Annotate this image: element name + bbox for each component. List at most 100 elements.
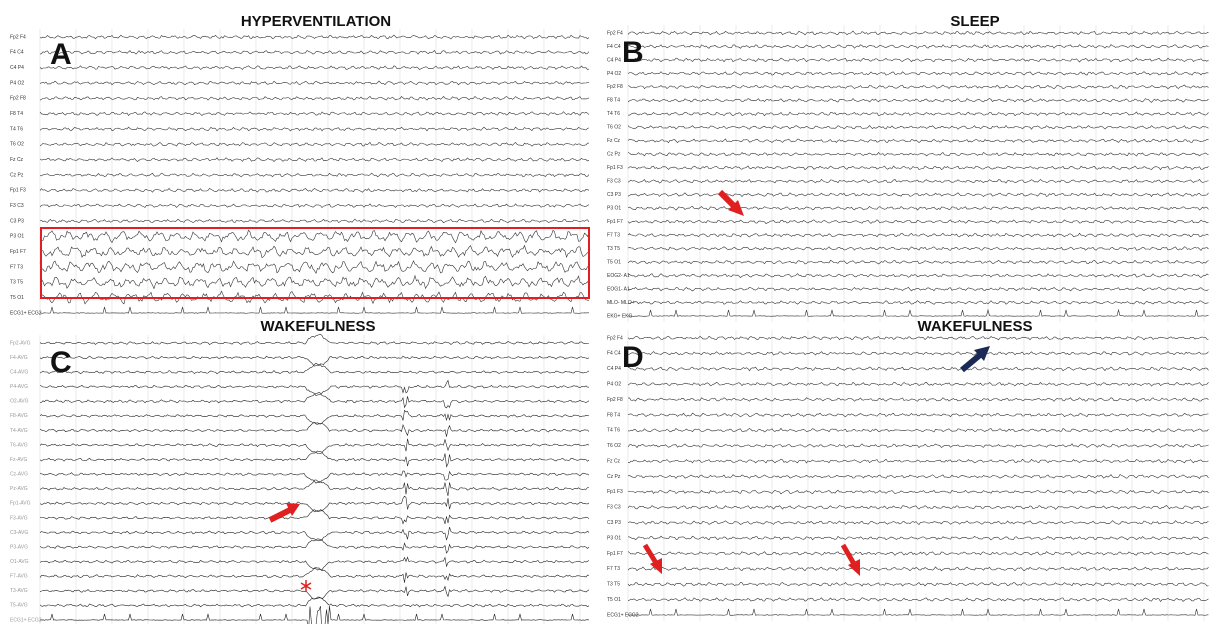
channel-label: F4 C4 bbox=[607, 351, 621, 357]
eeg-trace bbox=[627, 178, 1209, 184]
eeg-trace bbox=[39, 141, 590, 147]
channel-label: T3 T5 bbox=[10, 280, 23, 286]
channel-label: F8 T4 bbox=[607, 98, 620, 104]
eeg-trace bbox=[39, 157, 590, 163]
channel-label: O2-AVG bbox=[10, 399, 29, 405]
eeg-trace bbox=[39, 306, 589, 314]
channel-label: C3 P3 bbox=[607, 520, 621, 526]
channel-label: F8-AVG bbox=[10, 413, 28, 419]
channel-label: F7 T3 bbox=[607, 566, 620, 572]
channel-label: EOG2- A1 bbox=[607, 273, 630, 279]
eeg-trace bbox=[627, 351, 1209, 356]
channel-label: Fz-AVG bbox=[10, 457, 28, 463]
channel-label: T4 T6 bbox=[607, 111, 620, 117]
channel-label: Cz Pz bbox=[10, 172, 24, 178]
arrow-head bbox=[286, 503, 300, 516]
channel-label: O1-AVG bbox=[10, 559, 29, 565]
channel-label: P3-AVG bbox=[10, 544, 28, 550]
traces: Fp2 F4 F4 C4 C4 P4 P4 O2 Fp2 F8 F8 T4 T4 T6 T6 … bbox=[10, 25, 1209, 624]
asterisk bbox=[300, 580, 312, 592]
eeg-trace bbox=[627, 335, 1209, 341]
eeg-trace bbox=[627, 192, 1209, 198]
channel-label: F8 T4 bbox=[10, 111, 23, 117]
channel-label: F7-AVG bbox=[10, 574, 28, 580]
channel-label: T3 T5 bbox=[607, 246, 620, 252]
eeg-trace bbox=[627, 520, 1209, 526]
eeg-trace bbox=[39, 218, 590, 224]
eeg-trace bbox=[39, 392, 590, 409]
eeg-trace bbox=[39, 495, 590, 513]
channel-label: Fp1 F3 bbox=[10, 188, 26, 194]
eeg-trace bbox=[627, 30, 1209, 36]
eeg-trace bbox=[39, 509, 590, 525]
channel-label: Cz Pz bbox=[607, 152, 621, 158]
eeg-trace bbox=[39, 355, 590, 367]
eeg-trace bbox=[39, 172, 590, 178]
eeg-trace bbox=[627, 57, 1209, 63]
eeg-trace bbox=[627, 474, 1209, 479]
channel-label: C4-AVG bbox=[10, 369, 28, 375]
eeg-trace bbox=[39, 80, 590, 86]
channel-label: T5 O1 bbox=[10, 295, 24, 301]
channel-label: F3 C3 bbox=[10, 203, 24, 209]
channel-label: Fp1 F7 bbox=[10, 249, 26, 255]
channel-label: P4 O2 bbox=[607, 71, 621, 77]
channel-label: Cz-AVG bbox=[10, 472, 28, 478]
eeg-trace bbox=[627, 608, 1209, 616]
highlight-box bbox=[40, 227, 590, 299]
eeg-trace bbox=[627, 489, 1209, 495]
channel-label: T5 O1 bbox=[607, 259, 621, 265]
channel-label: C4 P4 bbox=[10, 65, 24, 71]
eeg-trace bbox=[627, 44, 1209, 49]
channel-label: F3-AVG bbox=[10, 515, 28, 521]
channel-label: F3 C3 bbox=[607, 505, 621, 511]
arrow bbox=[840, 543, 857, 566]
eeg-trace bbox=[39, 479, 589, 496]
eeg-trace bbox=[39, 450, 590, 468]
channel-label: C3 P3 bbox=[10, 218, 24, 224]
panel-letter: A bbox=[50, 38, 72, 71]
eeg-trace bbox=[39, 596, 590, 608]
eeg-trace bbox=[39, 187, 590, 193]
eeg-trace bbox=[627, 535, 1209, 541]
channel-label: T5 O1 bbox=[607, 597, 621, 603]
channel-label: T3 T5 bbox=[607, 582, 620, 588]
channel-label: T6 O2 bbox=[607, 125, 621, 131]
channel-label: C3 P3 bbox=[607, 192, 621, 198]
eeg-trace bbox=[39, 605, 590, 624]
channel-label: Pz-AVG bbox=[10, 486, 28, 492]
eeg-trace bbox=[39, 50, 590, 55]
channel-label: T6 O2 bbox=[607, 443, 621, 449]
channel-label: T3-AVG bbox=[10, 588, 28, 594]
channel-label: P3 O1 bbox=[607, 206, 621, 212]
eeg-trace bbox=[39, 260, 590, 275]
eeg-trace bbox=[39, 95, 590, 101]
channel-label: Cz Pz bbox=[607, 474, 621, 480]
eeg-trace bbox=[627, 165, 1209, 171]
channel-label: EOG1- A1 bbox=[607, 286, 630, 292]
channel-label: Fp1 F7 bbox=[607, 219, 623, 225]
channel-label: P3 O1 bbox=[607, 535, 621, 541]
eeg-trace bbox=[627, 381, 1209, 387]
eeg-trace bbox=[39, 585, 590, 600]
arrow-head bbox=[848, 559, 860, 576]
channel-label: C3-AVG bbox=[10, 530, 28, 536]
eeg-trace bbox=[39, 126, 590, 132]
channel-label: MLO- MLO+ bbox=[607, 300, 635, 306]
eeg-trace bbox=[39, 556, 590, 571]
eeg-trace bbox=[39, 244, 590, 259]
channel-label: EKG+ EKG- bbox=[607, 313, 634, 319]
eeg-trace bbox=[627, 300, 1209, 305]
panel-letter: B bbox=[622, 36, 644, 69]
eeg-trace bbox=[627, 566, 1209, 572]
channel-label: Fp2 F4 bbox=[10, 34, 26, 40]
channel-label: Fz Cz bbox=[10, 157, 24, 163]
eeg-trace bbox=[39, 527, 590, 542]
arrow-head bbox=[728, 200, 744, 216]
eeg-trace bbox=[627, 259, 1209, 265]
eeg-trace bbox=[627, 443, 1209, 449]
eeg-trace bbox=[39, 567, 590, 583]
channel-label: F4-AVG bbox=[10, 355, 28, 361]
channel-label: ECG1+ ECG2- bbox=[10, 617, 44, 623]
eeg-trace bbox=[627, 84, 1209, 90]
